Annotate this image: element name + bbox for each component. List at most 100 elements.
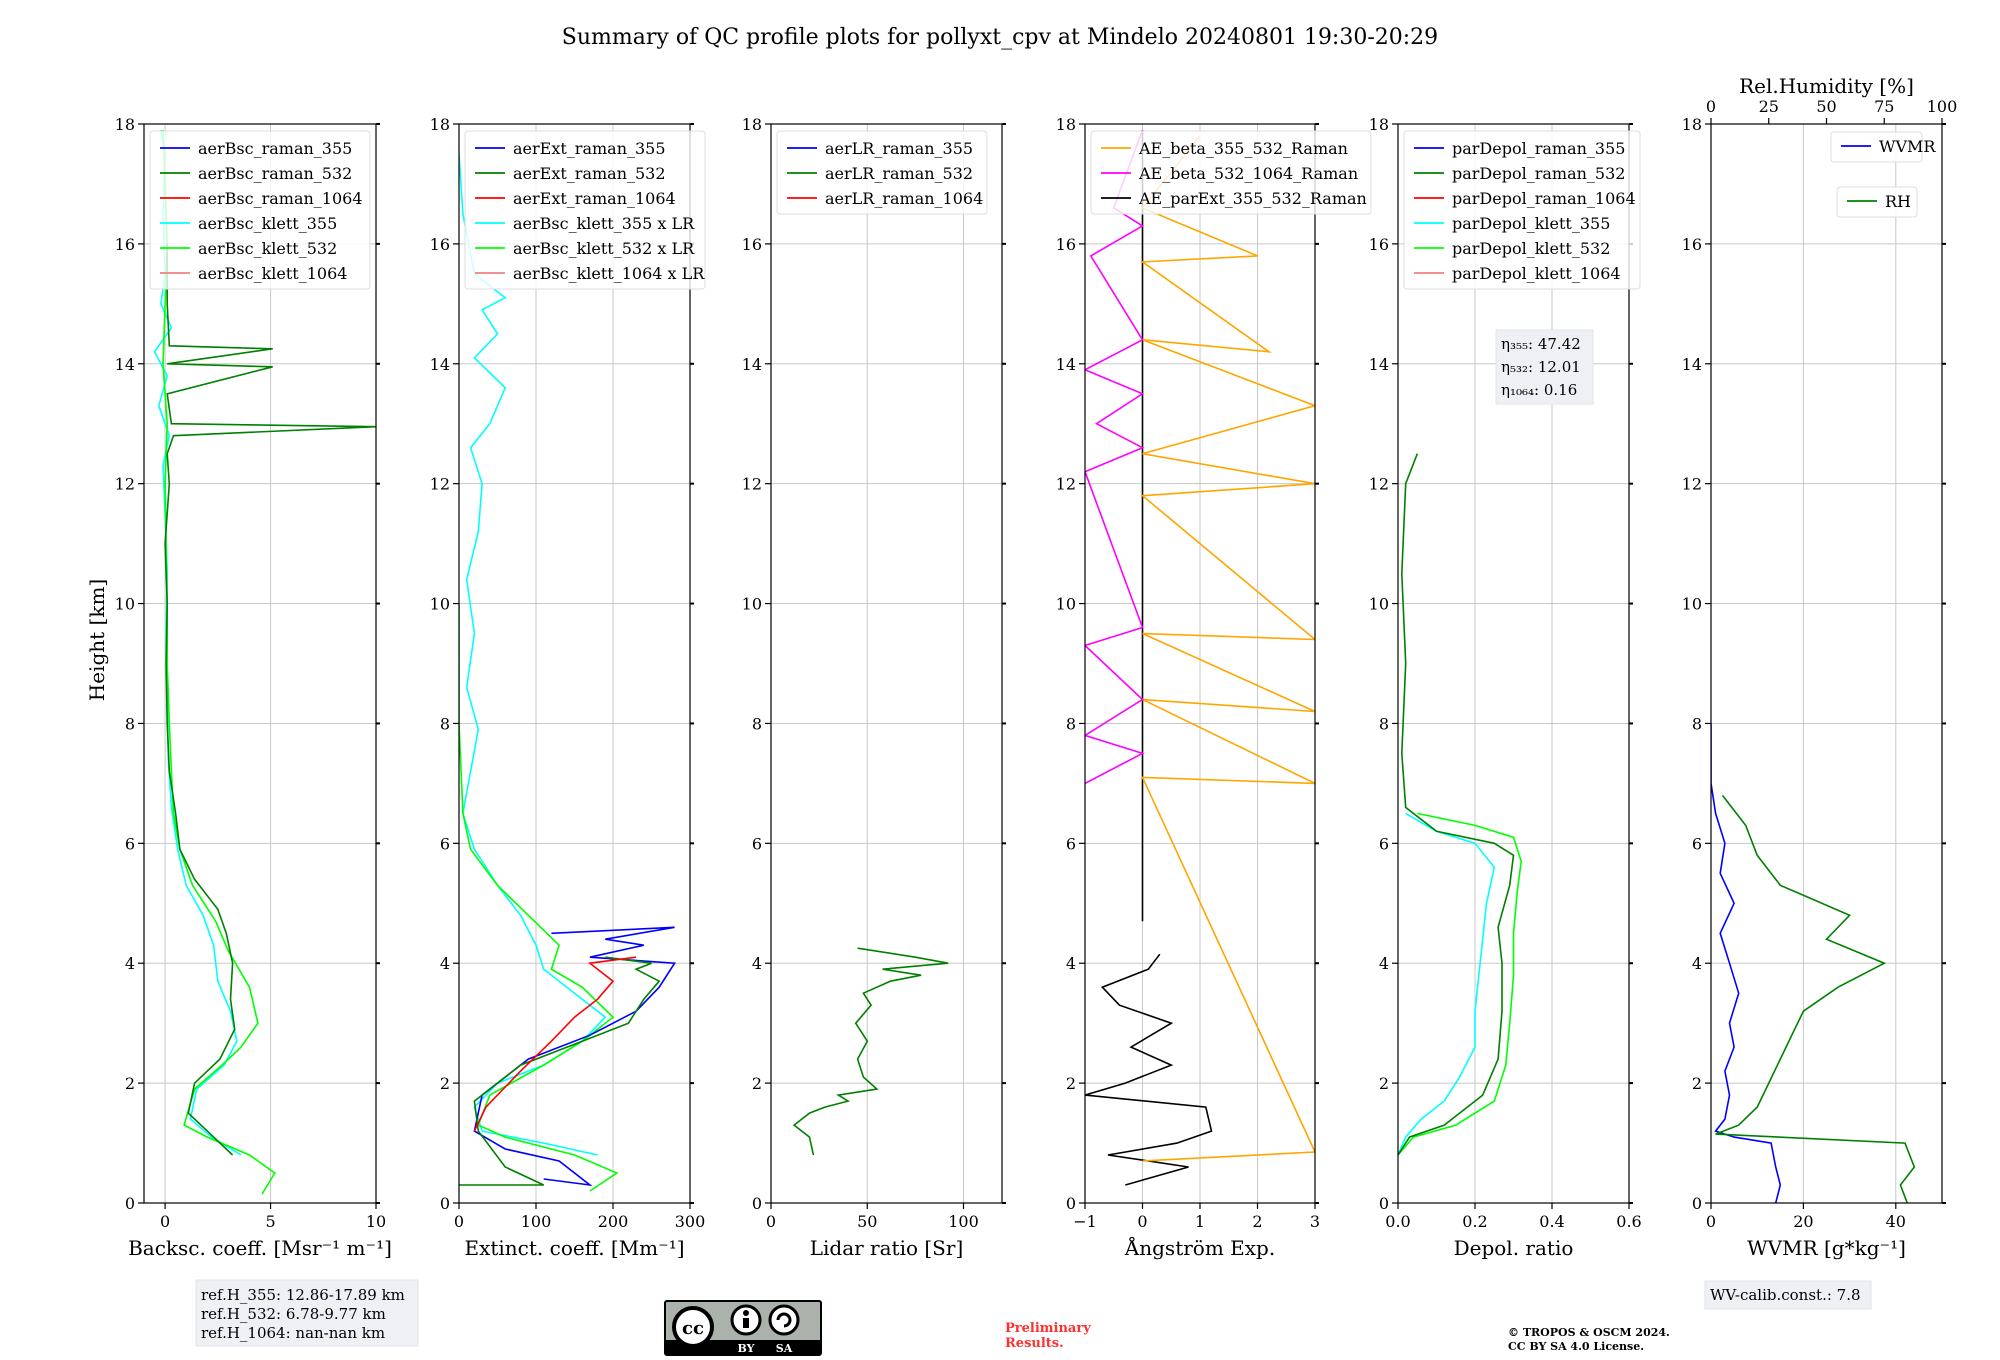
y-tick-label: 8	[752, 714, 762, 733]
legend-label: parDepol_klett_532	[1452, 239, 1610, 258]
y-tick-label: 2	[1379, 1074, 1389, 1093]
figure-title: Summary of QC profile plots for pollyxt_…	[562, 25, 1438, 50]
legend-label: aerBsc_raman_532	[198, 164, 352, 183]
legend: AE_beta_355_532_Raman AE_beta_532_1064_Ra…	[1090, 130, 1372, 215]
y-tick-label: 14	[430, 355, 450, 374]
x-tick-label: 40	[1886, 1212, 1906, 1231]
y-tick-label: 16	[1682, 235, 1702, 254]
legend-label: aerLR_raman_532	[825, 164, 973, 183]
series-rh	[1715, 794, 1916, 1203]
axes-frame	[1397, 123, 1630, 1204]
x-tick-label: 100	[948, 1212, 979, 1231]
legend-label: aerExt_raman_1064	[513, 189, 676, 208]
y-tick-label: 18	[430, 115, 450, 134]
top-x-tick-label: 0	[1706, 97, 1716, 116]
panel-extinction: 0 100 200 300 0 2 4 6 8 10 12 14 16 18 Extinct. coeff.…	[430, 115, 706, 1260]
legend-label: parDepol_raman_355	[1452, 139, 1625, 158]
legend-wvmr: WVMR	[1830, 131, 1936, 163]
y-tick-label: 6	[1066, 834, 1076, 853]
x-tick-label: 0	[1137, 1212, 1147, 1231]
y-tick-label: 12	[115, 475, 135, 494]
legend-label: AE_beta_532_1064_Raman	[1138, 164, 1358, 183]
y-tick-label: 6	[440, 834, 450, 853]
legend: aerLR_raman_355 aerLR_raman_532 aerLR_rama…	[776, 130, 988, 215]
legend-label: aerBsc_klett_532 x LR	[513, 239, 695, 258]
panel-lidar_ratio: 0 50 100 0 2 4 6 8 10 12 14 16 18 Lidar ratio [Sr] aer…	[742, 115, 1006, 1260]
axes-frame	[458, 123, 691, 1204]
y-tick-label: 4	[1379, 954, 1389, 973]
y-tick-label: 10	[1056, 595, 1076, 614]
y-tick-label: 4	[125, 954, 135, 973]
y-tick-label: 4	[752, 954, 762, 973]
ref-height-532: ref.H_532: 6.78-9.77 km	[201, 1305, 386, 1323]
top-x-tick-label: 75	[1874, 97, 1894, 116]
series-aerbsc-klett-532	[162, 129, 276, 1195]
x-axis-label: Extinct. coeff. [Mm⁻¹]	[464, 1236, 684, 1260]
series-ae-beta-532-1064-raman	[1085, 129, 1145, 785]
axes-frame	[143, 123, 377, 1204]
cc-license-badge[interactable]: cc BY SA	[664, 1300, 822, 1356]
x-tick-label: 1	[1195, 1212, 1205, 1231]
y-tick-label: 4	[1066, 954, 1076, 973]
legend-label: aerBsc_raman_355	[198, 139, 352, 158]
y-tick-label: 2	[440, 1074, 450, 1093]
depol-stat: η₅₃₂: 12.01	[1501, 358, 1581, 376]
legend-label: parDepol_klett_355	[1452, 214, 1610, 233]
y-tick-label: 0	[440, 1194, 450, 1213]
x-tick-label: 0	[160, 1212, 170, 1231]
x-tick-label: 0	[454, 1212, 464, 1231]
y-tick-label: 18	[1056, 115, 1076, 134]
copyright-line-1: © TROPOS & OSCM 2024.	[1508, 1326, 1670, 1339]
y-tick-label: 2	[125, 1074, 135, 1093]
x-tick-label: 20	[1793, 1212, 1813, 1231]
x-tick-label: 50	[857, 1212, 877, 1231]
y-tick-label: 12	[1056, 475, 1076, 494]
y-tick-label: 14	[115, 355, 135, 374]
series-aerext-raman-532	[459, 956, 661, 1186]
x-tick-label: 300	[675, 1212, 706, 1231]
x-tick-label: 0.0	[1385, 1212, 1410, 1231]
y-tick-label: 8	[125, 714, 135, 733]
x-tick-label: −1	[1073, 1212, 1097, 1231]
top-x-tick-label: 50	[1816, 97, 1836, 116]
wv-calib-box: WV-calib.const.: 7.8	[1704, 1280, 1872, 1310]
y-tick-label: 16	[1369, 235, 1389, 254]
svg-text:cc: cc	[682, 1318, 704, 1339]
top-x-tick-label: 25	[1759, 97, 1779, 116]
y-tick-label: 0	[1379, 1194, 1389, 1213]
x-axis-label: WVMR [g*kg⁻¹]	[1747, 1236, 1906, 1260]
legend: aerExt_raman_355 aerExt_raman_532 aerExt_r…	[464, 130, 706, 290]
legend-label: aerLR_raman_1064	[825, 189, 983, 208]
y-tick-label: 10	[430, 595, 450, 614]
y-axis-label: Height [km]	[85, 579, 109, 701]
top-x-axis-label: Rel.Humidity [%]	[1739, 74, 1914, 98]
depol-stat: η₃₅₅: 47.42	[1501, 335, 1581, 353]
top-x-tick-label: 100	[1927, 97, 1958, 116]
legend-label: RH	[1885, 192, 1911, 211]
legend-label: aerBsc_klett_355	[198, 214, 337, 233]
cc-by-label: BY	[738, 1342, 755, 1355]
y-tick-label: 14	[1056, 355, 1076, 374]
series-aerext-raman-355	[473, 926, 677, 1187]
y-tick-label: 18	[115, 115, 135, 134]
series-aerbsc-klett-532-x-lr	[459, 603, 619, 1192]
y-tick-label: 8	[1066, 714, 1076, 733]
axes-frame	[770, 123, 1003, 1204]
series-aerbsc-raman-532	[164, 243, 376, 1156]
ref-height-1064: ref.H_1064: nan-nan km	[201, 1324, 385, 1342]
y-tick-label: 0	[125, 1194, 135, 1213]
legend-label: parDepol_klett_1064	[1452, 264, 1621, 283]
y-tick-label: 16	[1056, 235, 1076, 254]
preliminary-label-2: Results.	[1005, 1336, 1064, 1351]
y-tick-label: 6	[1379, 834, 1389, 853]
y-tick-label: 10	[1682, 595, 1702, 614]
series-aerext-raman-1064	[473, 956, 637, 1132]
wv-calib-value: WV-calib.const.: 7.8	[1710, 1286, 1861, 1304]
y-tick-label: 6	[1692, 834, 1702, 853]
copyright-line-2: CC BY SA 4.0 License.	[1508, 1340, 1644, 1353]
y-tick-label: 18	[1682, 115, 1702, 134]
y-tick-label: 8	[440, 714, 450, 733]
axes-frame	[1710, 123, 1943, 1204]
